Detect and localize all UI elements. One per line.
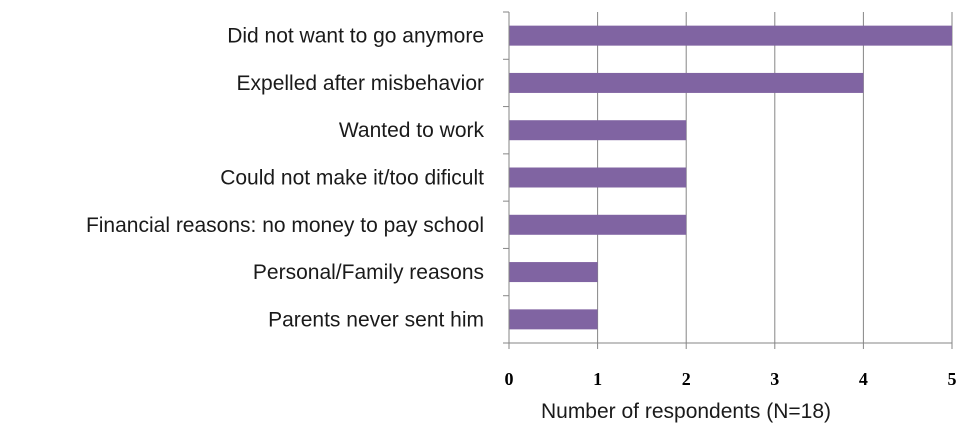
category-label: Personal/Family reasons [253,261,484,284]
category-label: Expelled after misbehavior [237,72,484,95]
bar [509,167,687,188]
category-label: Financial reasons: no money to pay schoo… [86,214,484,237]
bar [509,72,864,93]
x-axis-title: Number of respondents (N=18) [541,400,831,423]
category-label: Parents never sent him [268,308,484,331]
bars [509,25,952,330]
x-tick-label: 3 [770,369,779,389]
x-tick-label: 2 [682,369,691,389]
bar [509,214,687,235]
bar [509,120,687,141]
category-labels: Did not want to go anymore Expelled after… [86,25,485,332]
category-label: Wanted to work [339,119,485,142]
x-tick-label: 5 [948,369,956,389]
axes [503,11,953,349]
x-tick-label: 1 [593,369,602,389]
x-tick-labels: 0 1 2 3 4 5 [505,369,956,389]
bar [509,262,598,283]
bar [509,25,952,46]
category-label: Could not make it/too dificult [220,167,484,190]
x-tick-label: 4 [859,369,868,389]
x-tick-label: 0 [505,369,514,389]
bar [509,309,598,330]
category-label: Did not want to go anymore [227,25,484,48]
gridlines [597,12,953,343]
